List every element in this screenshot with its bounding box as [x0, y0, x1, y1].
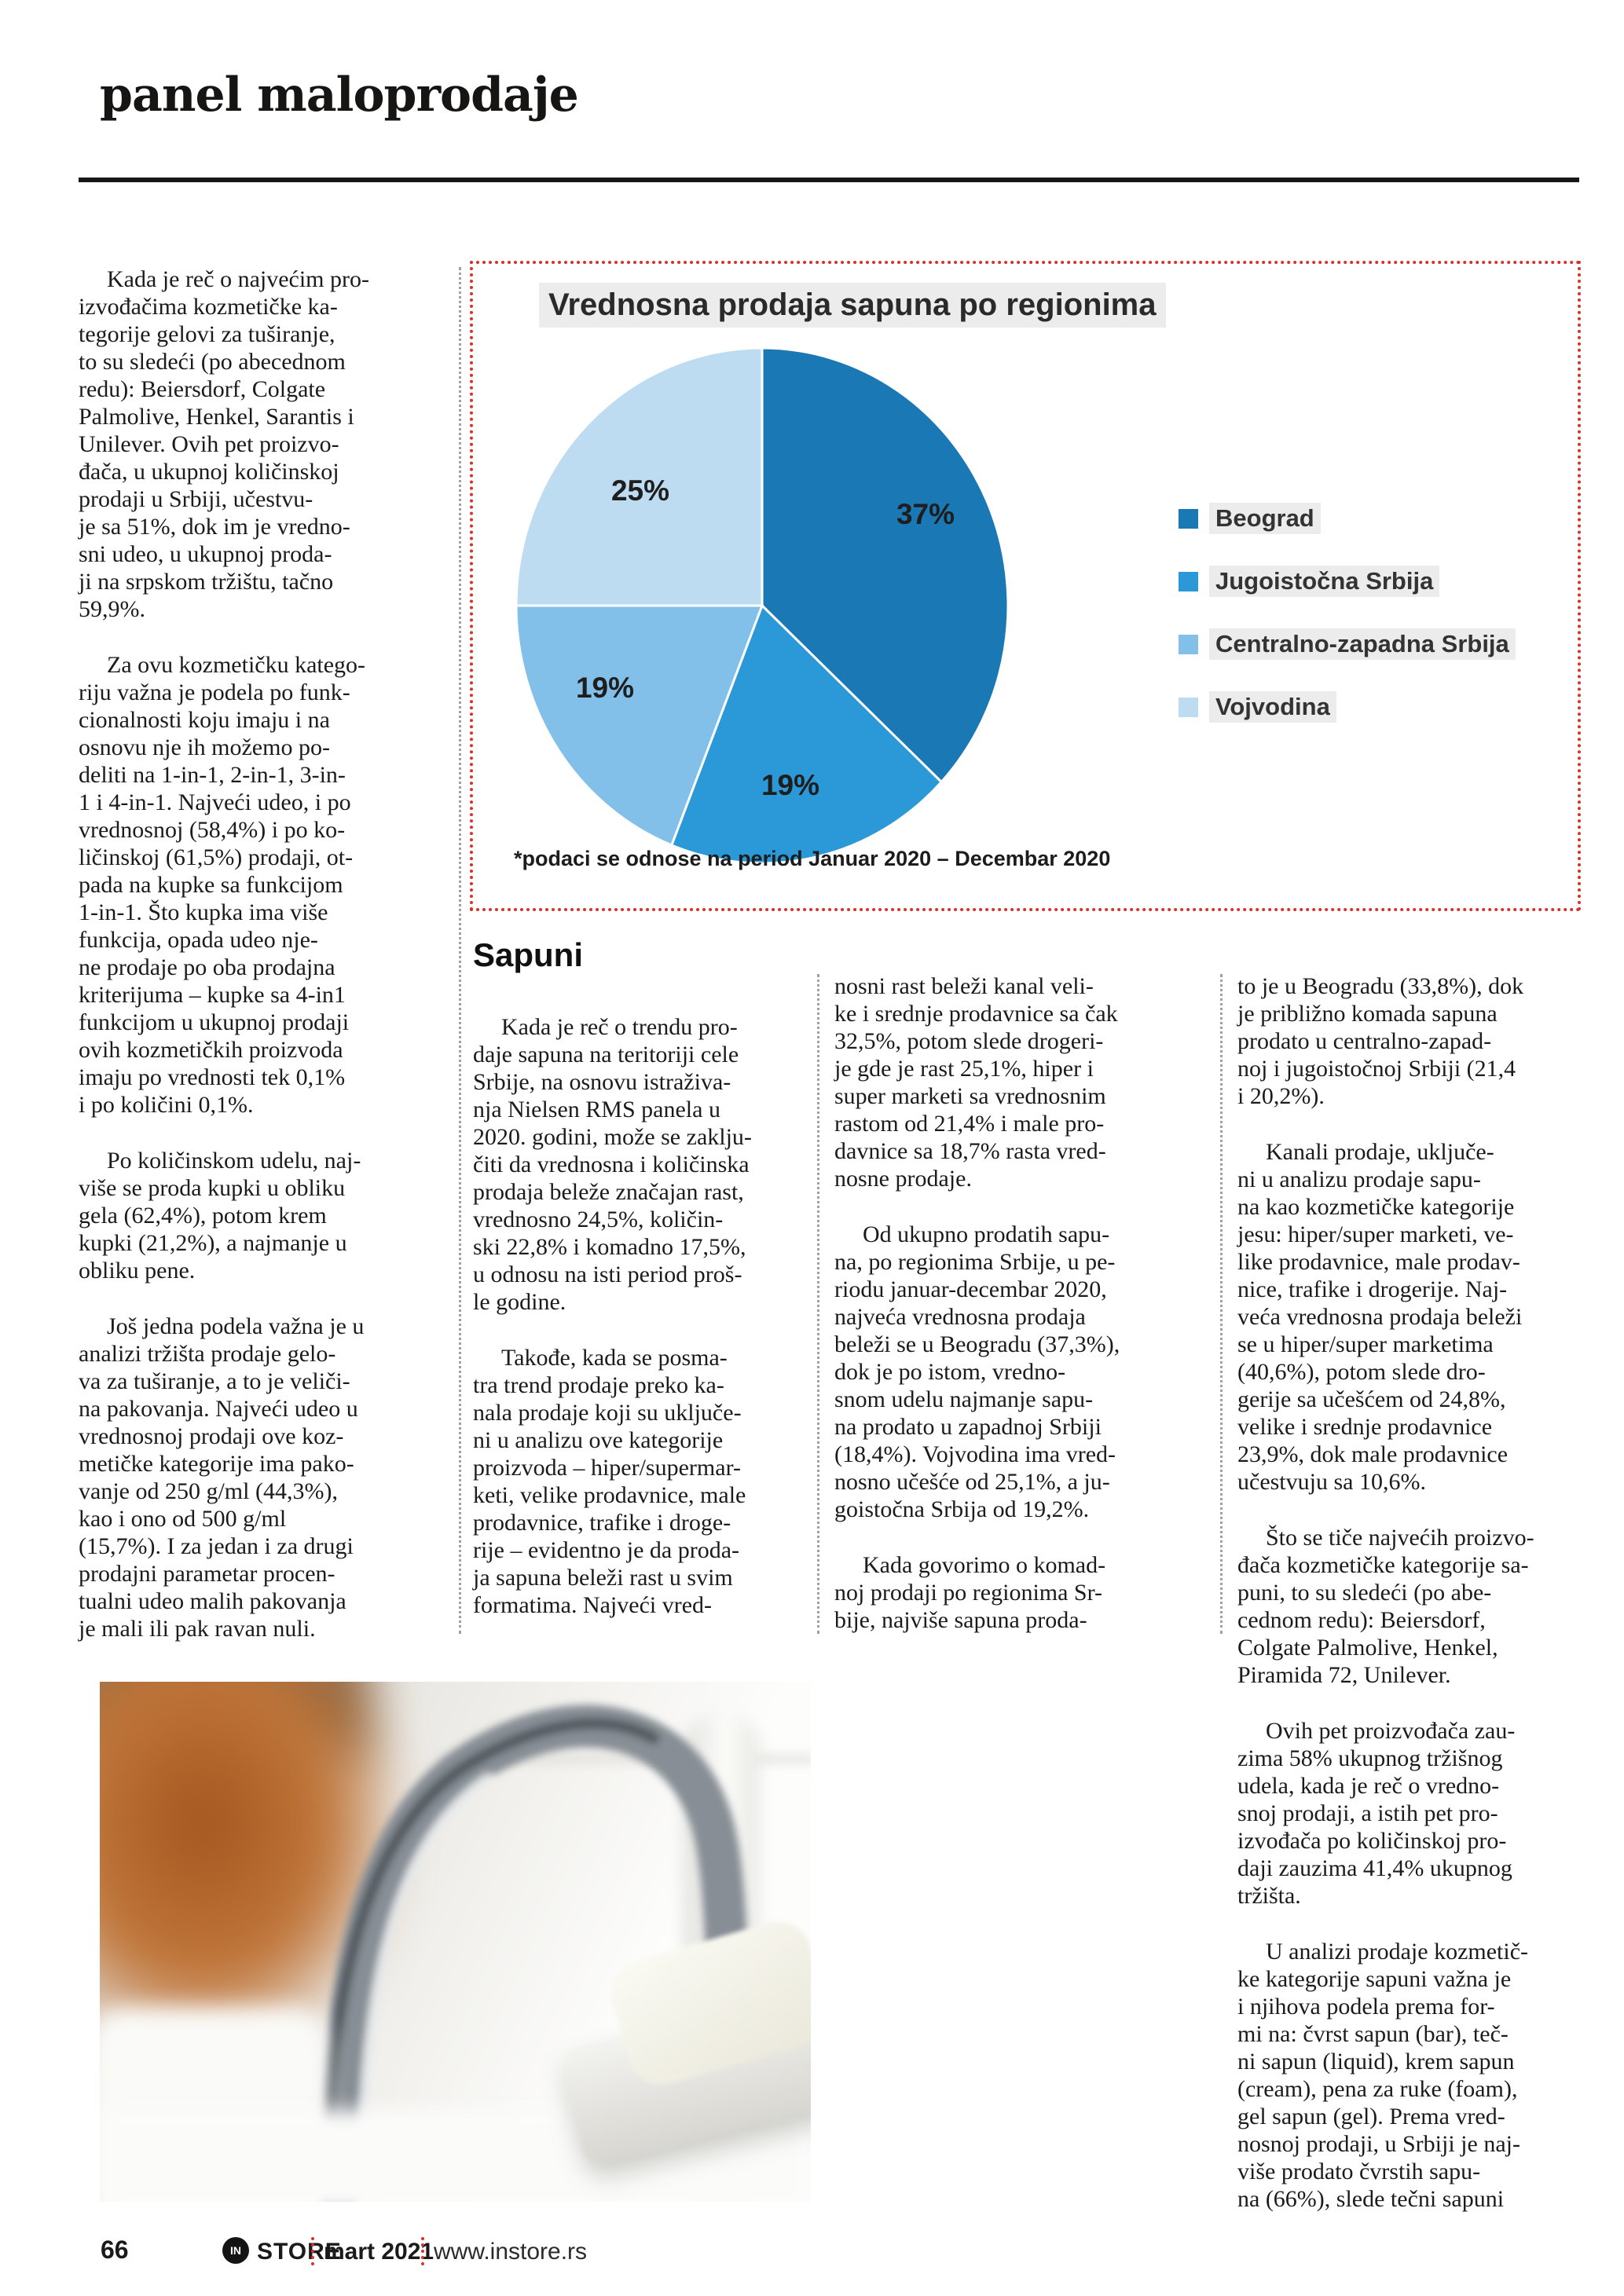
pie-label-jugoistocna: 19% — [761, 769, 820, 801]
page-title: panel maloprodaje — [100, 68, 579, 123]
paragraph: Za ovu kozmetičku katego- riju važna je … — [79, 652, 366, 1118]
column-divider — [1220, 974, 1223, 1634]
legend-swatch-jugoistocna — [1179, 571, 1198, 591]
legend-label: Centralno-zapadna Srbija — [1209, 628, 1516, 660]
paragraph: nosni rast beleži kanal veli- ke i sredn… — [834, 973, 1118, 1192]
footer-separator — [421, 2237, 424, 2265]
paragraph: Što se tiče najvećih proizvo- đača kozme… — [1237, 1525, 1534, 1688]
column-divider — [459, 267, 461, 1634]
paragraph: Ovih pet proizvođača zau- zima 58% ukupn… — [1237, 1718, 1516, 1909]
legend-label: Jugoistočna Srbija — [1209, 566, 1440, 597]
pie-chart: 37% 19% 19% 25% — [503, 335, 1021, 877]
paragraph: Kada je reč o trendu pro- daje sapuna na… — [473, 1014, 752, 1315]
pie-label-vojvodina: 25% — [610, 474, 670, 507]
legend-item-beograd: Beograd — [1179, 503, 1516, 534]
chart-panel: Vrednosna prodaja sapuna po regionima 37… — [470, 261, 1581, 911]
chart-footnote: *podaci se odnose na period Januar 2020 … — [514, 847, 1111, 870]
pie-slice-vojvodina — [515, 346, 764, 607]
website-url: www.instore.rs — [434, 2239, 588, 2265]
paragraph: Od ukupno prodatih sapu- na, po regionim… — [834, 1221, 1120, 1522]
paragraph: Kada govorimo o komad- noj prodaji po re… — [834, 1552, 1106, 1633]
column-divider — [817, 974, 819, 1634]
sapuni-column-1: Kada je reč o trendu pro- daje sapuna na… — [473, 1013, 806, 1647]
legend-item-jugoistocna: Jugoistočna Srbija — [1179, 566, 1516, 597]
paragraph: Kanali prodaje, uključe- ni u analizu pr… — [1237, 1139, 1523, 1495]
legend-swatch-vojvodina — [1179, 697, 1198, 717]
legend-label: Beograd — [1209, 503, 1321, 534]
paragraph: Takođe, kada se posma- tra trend prodaje… — [473, 1345, 746, 1618]
legend-label: Vojvodina — [1209, 691, 1336, 723]
store-logo-text: STORE — [257, 2239, 342, 2265]
pie-label-centralno: 19% — [575, 672, 635, 704]
article-gel-column: Kada je reč o najvećim pro- izvođačima k… — [79, 265, 449, 1671]
sapuni-column-3: to je u Beogradu (33,8%), dok je približ… — [1237, 972, 1593, 2241]
page-number: 66 — [101, 2236, 129, 2264]
photo-tile-line — [438, 1756, 811, 1762]
chart-title: Vrednosna prodaja sapuna po regionima — [539, 283, 1166, 328]
paragraph: U analizi prodaje kozmetič- ke kategorij… — [1237, 1939, 1529, 2212]
legend-swatch-centralno — [1179, 634, 1198, 654]
pie-slice-centralno — [515, 604, 764, 847]
sapuni-column-2: nosni rast beleži kanal veli- ke i sredn… — [834, 972, 1197, 1662]
paragraph: to je u Beogradu (33,8%), dok je približ… — [1237, 973, 1524, 1109]
paragraph: Kada je reč o najvećim pro- izvođačima k… — [79, 266, 369, 622]
footer-separator — [311, 2237, 314, 2265]
header-rule — [79, 178, 1579, 182]
pie-slice-jugoistocna — [669, 603, 944, 865]
pie-label-beograd: 37% — [896, 498, 955, 530]
paragraph: Po količinskom udelu, naj- više se proda… — [79, 1148, 361, 1283]
bathroom-photo — [100, 1682, 811, 2202]
pie-slice-beograd — [761, 346, 1010, 784]
issue-date: mart 2021 — [324, 2239, 434, 2265]
legend-item-centralno: Centralno-zapadna Srbija — [1179, 628, 1516, 660]
paragraph: Još jedna podela važna je u analizi trži… — [79, 1313, 365, 1642]
section-heading-sapuni: Sapuni — [473, 936, 584, 973]
chart-legend: Beograd Jugoistočna Srbija Centralno-zap… — [1179, 503, 1516, 754]
instore-logo-icon: IN — [222, 2237, 249, 2264]
legend-swatch-beograd — [1179, 508, 1198, 529]
pie-svg — [515, 346, 1010, 865]
legend-item-vojvodina: Vojvodina — [1179, 691, 1516, 723]
